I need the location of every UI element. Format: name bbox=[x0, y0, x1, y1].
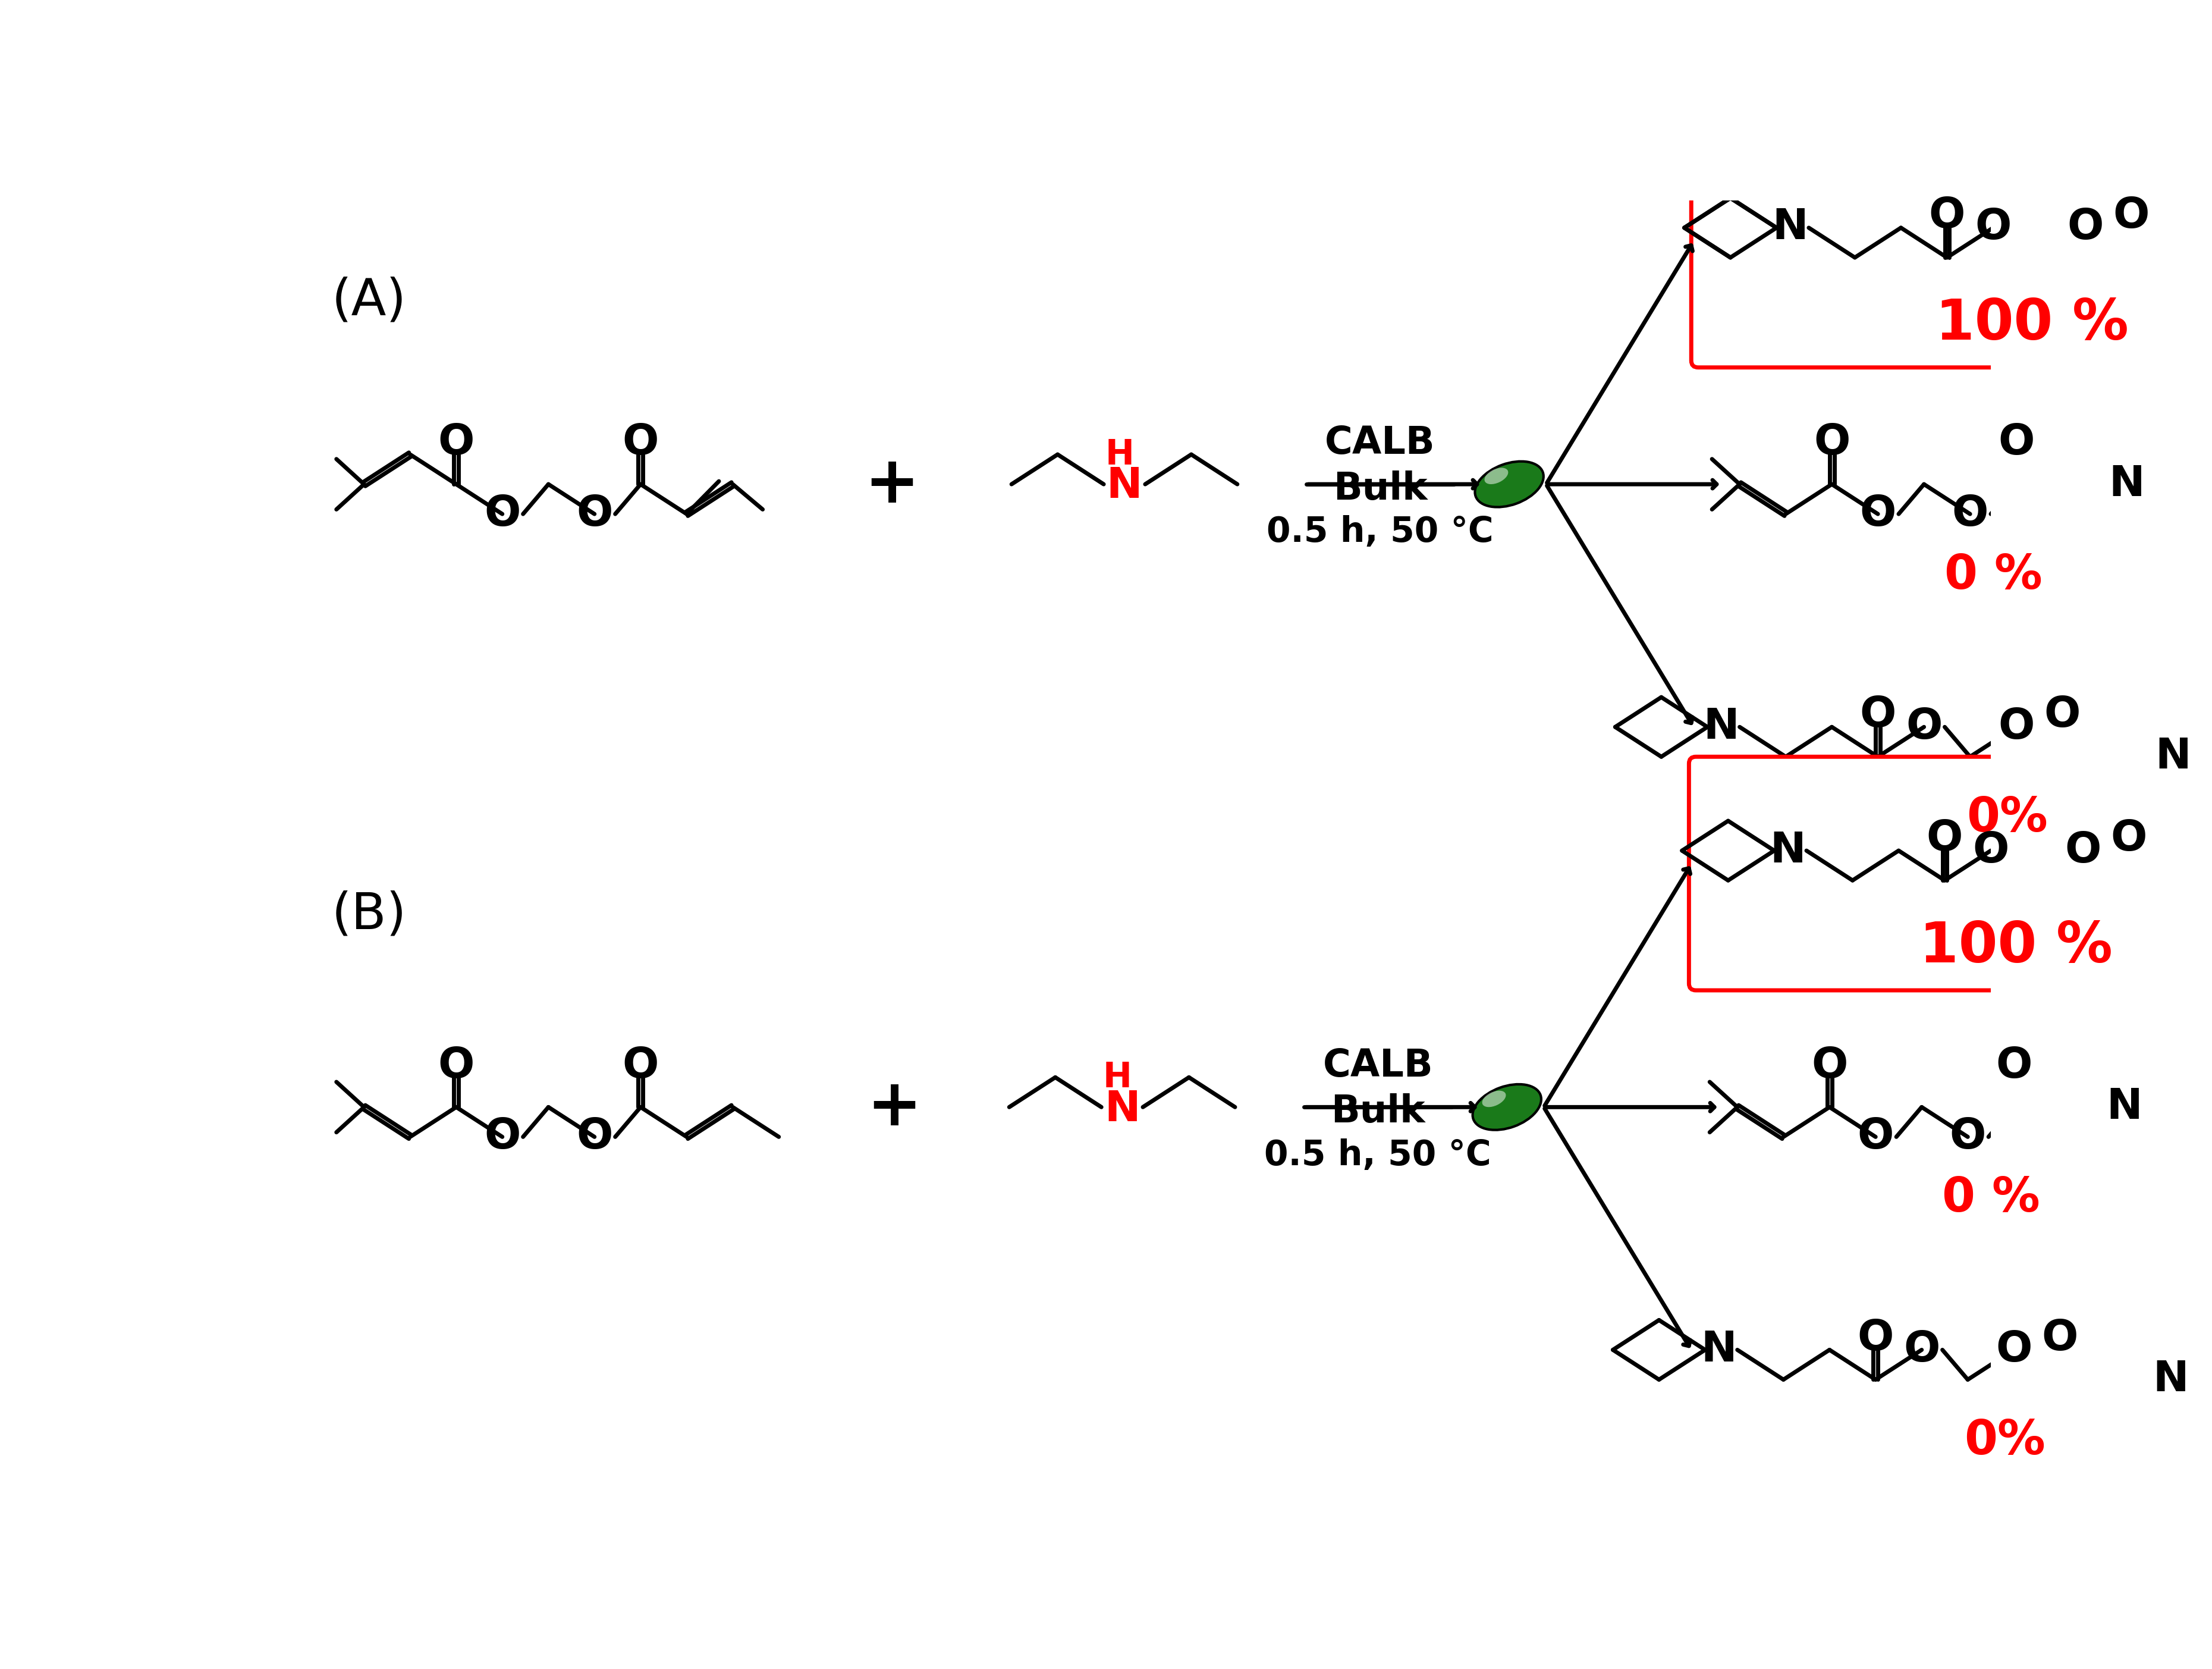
Text: 100 %: 100 % bbox=[1920, 920, 2112, 975]
Text: N: N bbox=[2108, 464, 2146, 504]
Text: 0 %: 0 % bbox=[1942, 1175, 2039, 1222]
Text: N: N bbox=[1701, 1329, 1736, 1370]
Text: +: + bbox=[865, 452, 920, 516]
Text: O: O bbox=[438, 1045, 473, 1087]
Ellipse shape bbox=[1473, 1085, 1542, 1130]
Text: CALB: CALB bbox=[1323, 1048, 1433, 1085]
Ellipse shape bbox=[1484, 467, 1509, 484]
Text: O: O bbox=[2064, 829, 2101, 871]
Text: O: O bbox=[622, 1045, 659, 1087]
Text: N: N bbox=[1104, 1088, 1139, 1130]
FancyBboxPatch shape bbox=[1692, 134, 2212, 367]
Text: O: O bbox=[1949, 1117, 1986, 1157]
Ellipse shape bbox=[1482, 1090, 1506, 1107]
Text: O: O bbox=[1973, 829, 2008, 871]
Text: O: O bbox=[1975, 207, 2011, 249]
Text: 0%: 0% bbox=[1964, 1419, 2046, 1465]
Text: O: O bbox=[2066, 207, 2104, 249]
Text: O: O bbox=[1905, 1329, 1940, 1370]
Text: O: O bbox=[1997, 706, 2035, 748]
Text: O: O bbox=[438, 422, 473, 464]
Text: O: O bbox=[1858, 1117, 1893, 1157]
Text: 0%: 0% bbox=[1966, 796, 2048, 841]
Text: O: O bbox=[1860, 494, 1896, 534]
Text: O: O bbox=[2044, 694, 2081, 736]
Text: O: O bbox=[1995, 1329, 2033, 1370]
Text: 0.5 h, 50 °C: 0.5 h, 50 °C bbox=[1265, 1138, 1491, 1172]
Text: 100 %: 100 % bbox=[1936, 297, 2128, 350]
FancyBboxPatch shape bbox=[1690, 756, 2212, 990]
Text: 0 %: 0 % bbox=[1944, 552, 2042, 599]
Text: O: O bbox=[1814, 422, 1849, 464]
Text: 0.5 h, 50 °C: 0.5 h, 50 °C bbox=[1267, 516, 1493, 549]
Text: N: N bbox=[2152, 1359, 2188, 1400]
Text: N: N bbox=[2154, 736, 2190, 778]
Text: O: O bbox=[577, 1117, 613, 1157]
Text: O: O bbox=[622, 422, 659, 464]
Text: O: O bbox=[1907, 706, 1942, 748]
Text: O: O bbox=[1860, 694, 1896, 736]
Text: Bulk: Bulk bbox=[1332, 1093, 1425, 1130]
Text: O: O bbox=[1927, 819, 1962, 860]
Text: H: H bbox=[1104, 1060, 1133, 1095]
Text: O: O bbox=[577, 494, 613, 534]
Ellipse shape bbox=[1475, 461, 1544, 507]
Text: O: O bbox=[1995, 1045, 2033, 1087]
Text: O: O bbox=[2110, 819, 2148, 860]
Text: +: + bbox=[867, 1075, 922, 1138]
Text: O: O bbox=[1929, 195, 1964, 237]
Text: Bulk: Bulk bbox=[1334, 471, 1427, 507]
Text: CALB: CALB bbox=[1325, 424, 1436, 461]
Text: N: N bbox=[2106, 1087, 2143, 1128]
Text: O: O bbox=[2112, 195, 2150, 237]
Text: O: O bbox=[484, 494, 520, 534]
Text: O: O bbox=[1951, 494, 1989, 534]
Text: (B): (B) bbox=[332, 890, 407, 940]
Text: N: N bbox=[1770, 829, 1805, 871]
Text: N: N bbox=[1772, 207, 1809, 249]
Text: N: N bbox=[1106, 466, 1141, 507]
Text: O: O bbox=[1997, 422, 2035, 464]
Text: H: H bbox=[1106, 437, 1135, 471]
Text: O: O bbox=[2042, 1319, 2077, 1359]
Text: O: O bbox=[484, 1117, 520, 1157]
Text: O: O bbox=[1812, 1045, 1847, 1087]
Text: N: N bbox=[1703, 706, 1739, 748]
Text: O: O bbox=[1858, 1319, 1893, 1359]
Text: (A): (A) bbox=[332, 277, 407, 325]
